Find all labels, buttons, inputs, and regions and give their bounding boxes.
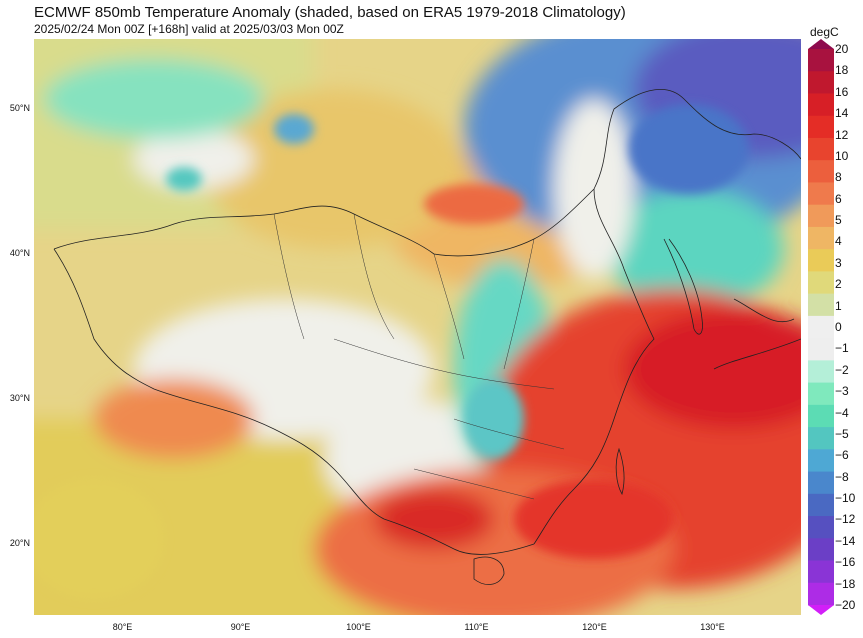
colorbar-tick-label: −8 (835, 469, 849, 484)
colorbar-segment (808, 93, 834, 117)
colorbar-tick-label: −3 (835, 384, 849, 399)
colorbar-tick-label: 10 (835, 148, 849, 163)
border-north (53, 89, 801, 257)
colorbar-segment (808, 538, 834, 562)
anomaly-map (34, 39, 801, 615)
lon-label: 130°E (700, 622, 725, 632)
colorbar-segment (808, 360, 834, 384)
korea-outline (663, 238, 703, 335)
colorbar-tick-label: −14 (835, 533, 856, 548)
colorbar-segment (808, 516, 834, 539)
colorbar-segment (808, 449, 834, 473)
colorbar-tick-label: 16 (835, 84, 849, 99)
hainan-outline (473, 556, 505, 585)
colorbar-tick-label: 6 (835, 191, 842, 206)
colorbar-segment (808, 271, 834, 295)
colorbar-segment (808, 493, 834, 517)
colorbar-segment (808, 293, 834, 317)
boundary-lines (53, 89, 801, 585)
anomaly-field-broad (34, 39, 801, 615)
map-canvas (34, 39, 801, 615)
chart-subtitle: 2025/02/24 Mon 00Z [+168h] valid at 2025… (34, 22, 344, 36)
lon-label: 80°E (112, 622, 133, 632)
colorbar-segment (808, 382, 834, 406)
field-tianshan-cold (166, 167, 202, 191)
colorbar (808, 39, 834, 615)
colorbar-tick-label: −4 (835, 405, 849, 420)
field-xinjiang-neutral (134, 129, 254, 189)
taiwan-outline (615, 447, 625, 496)
colorbar-segment (808, 560, 834, 584)
colorbar-tick-label: 12 (835, 127, 849, 142)
field-kazakh-cool (44, 59, 264, 139)
lat-label: 50°N (9, 103, 30, 114)
lon-label: 90°E (230, 622, 251, 632)
colorbar-segment (808, 338, 834, 361)
field-japan-warm (624, 309, 801, 429)
colorbar-tick-label: 4 (835, 234, 842, 249)
field-altai-cold (274, 114, 314, 144)
lat-label: 20°N (9, 537, 30, 548)
field-korea-cool (604, 189, 784, 309)
anomaly-field-detail (34, 104, 749, 599)
colorbar-tick-label: 18 (835, 63, 849, 78)
colorbar-graphic (808, 39, 834, 615)
colorbar-segment (808, 404, 834, 428)
colorbar-tick-label: 14 (835, 106, 849, 121)
colorbar-segment (808, 204, 834, 228)
colorbar-segment (808, 315, 834, 339)
colorbar-extend-top (808, 39, 834, 49)
colorbar-tick-label: 8 (835, 170, 842, 185)
colorbar-tick-label: −16 (835, 555, 856, 570)
colorbar-tick-label: −1 (835, 341, 849, 356)
field-guangxi-warm (374, 489, 494, 549)
colorbar-segment (808, 427, 834, 450)
colorbar-tick-label: −5 (835, 426, 849, 441)
colorbar-tick-label: 0 (835, 320, 842, 334)
field-amur-core (629, 104, 749, 194)
colorbar-tick-label: −2 (835, 362, 849, 377)
province-borders (273, 213, 565, 500)
colorbar-segment (808, 137, 834, 161)
field-southeast-coast (514, 479, 674, 559)
colorbar-segment (808, 71, 834, 94)
colorbar-segment (808, 115, 834, 139)
chart-title: ECMWF 850mb Temperature Anomaly (shaded,… (34, 4, 626, 21)
colorbar-tick-label: −10 (835, 491, 856, 506)
colorbar-tick-label: −6 (835, 448, 849, 463)
field-mongolia-core (424, 184, 524, 224)
lat-label: 30°N (9, 392, 30, 403)
colorbar-tick-label: −20 (835, 598, 856, 612)
japan-outline (713, 298, 801, 370)
province-lines (273, 213, 565, 500)
colorbar-tick-label: −12 (835, 512, 856, 527)
coastline-east (533, 188, 655, 545)
colorbar-tick-label: −18 (835, 576, 856, 591)
lon-label: 120°E (582, 622, 607, 632)
field-north-warm (204, 89, 464, 249)
colorbar-segment (808, 249, 834, 272)
colorbar-segment (808, 160, 834, 183)
colorbar-unit: degC (810, 25, 839, 39)
colorbar-segment (808, 49, 834, 72)
lat-label: 40°N (9, 248, 30, 259)
colorbar-segment (808, 226, 834, 250)
colorbar-tick-label: 2 (835, 277, 842, 292)
lon-label: 100°E (346, 622, 371, 632)
colorbar-tick-label: 3 (835, 255, 842, 270)
field-tibet-warm (94, 379, 254, 459)
colorbar-segment (808, 582, 834, 606)
lon-label: 110°E (464, 622, 489, 632)
field-central-core (464, 379, 524, 459)
colorbar-tick-label: 5 (835, 213, 842, 228)
border-southwest (53, 248, 535, 555)
field-india-warm (34, 479, 164, 599)
colorbar-tick-label: 1 (835, 298, 842, 313)
colorbar-tick-label: 20 (835, 42, 849, 56)
colorbar-segment (808, 471, 834, 495)
colorbar-extend-bottom (808, 605, 834, 615)
colorbar-segment (808, 182, 834, 206)
